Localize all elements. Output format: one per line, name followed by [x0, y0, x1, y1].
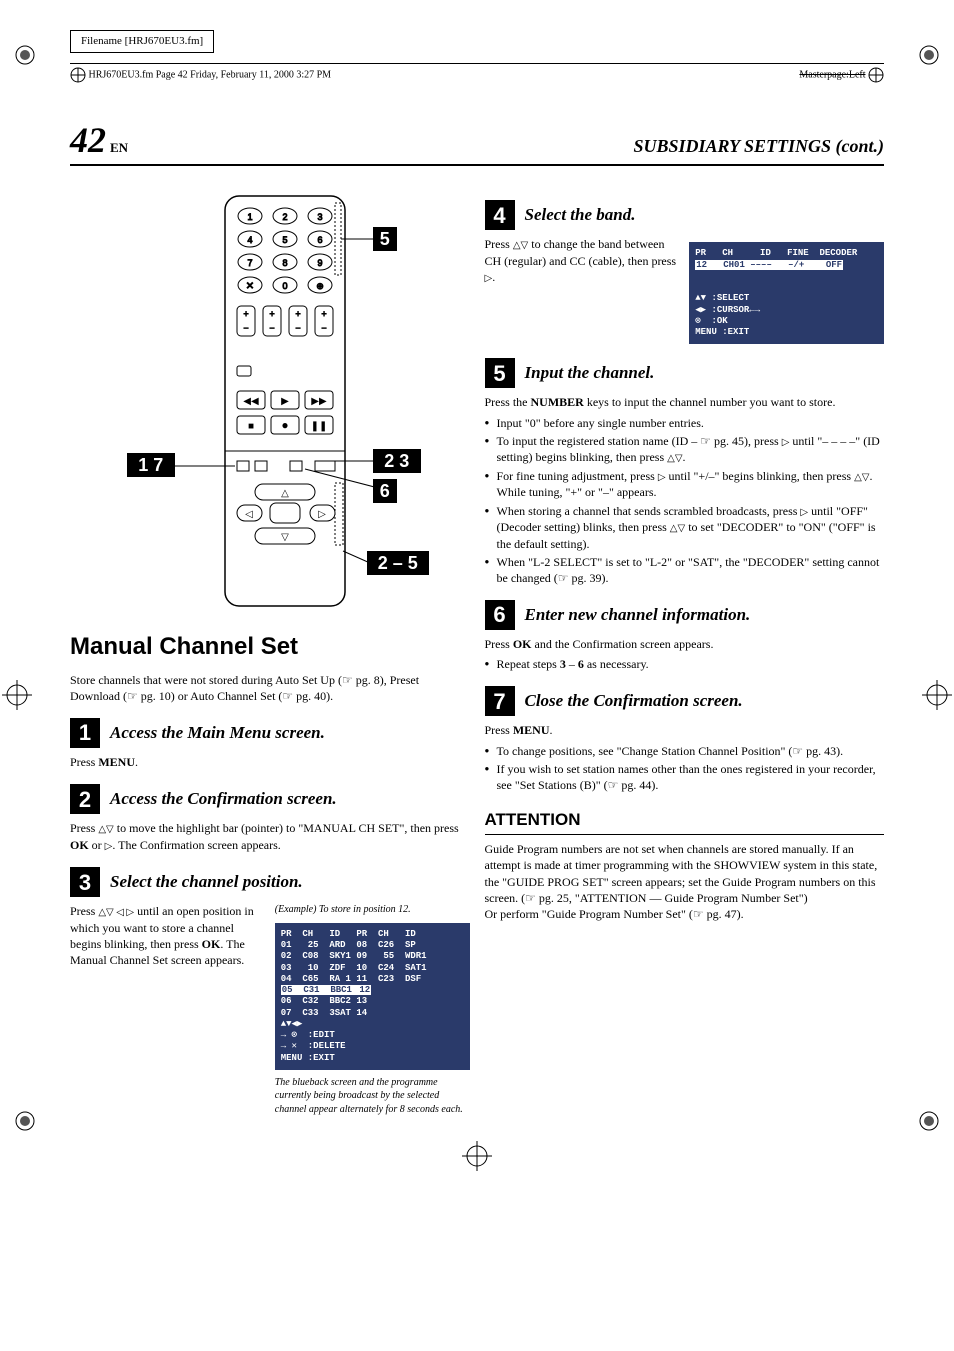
bullet-item: To change positions, see "Change Station…	[485, 743, 885, 759]
svg-text:4: 4	[247, 235, 252, 245]
step-body-7: Press MENU.	[485, 722, 885, 738]
page-number: 42	[70, 120, 106, 160]
svg-text:▽: ▽	[281, 532, 289, 543]
svg-text:❚❚: ❚❚	[310, 421, 327, 432]
step-body-2: Press △▽ to move the highlight bar (poin…	[70, 820, 470, 853]
step3-body-extra: Press △▽ ◁ ▷ until an open position in w…	[70, 903, 265, 1116]
step-row-3: 3 Select the channel position.	[70, 867, 470, 897]
main-heading: Manual Channel Set	[70, 631, 470, 663]
step-title-1: Access the Main Menu screen.	[110, 722, 325, 745]
svg-text:+: +	[269, 309, 274, 319]
svg-text:2: 2	[282, 212, 287, 222]
svg-text:■: ■	[248, 421, 254, 432]
svg-text:−: −	[269, 323, 274, 333]
step-title-6: Enter new channel information.	[525, 604, 751, 627]
step-title-3: Select the channel position.	[110, 871, 303, 894]
step-row-4: 4 Select the band.	[485, 200, 885, 230]
page-lang: EN	[110, 140, 128, 155]
bullet-item: Input "0" before any single number entri…	[485, 415, 885, 431]
bullet-item: If you wish to set station names other t…	[485, 761, 885, 793]
callout-2-3: 2 3	[373, 449, 421, 473]
step-body-4: Press △▽ to change the band between CH (…	[485, 236, 680, 285]
step-bullets-7: To change positions, see "Change Station…	[485, 743, 885, 794]
svg-text:▷: ▷	[318, 509, 326, 520]
svg-text:−: −	[321, 323, 326, 333]
intro-text: Store channels that were not stored duri…	[70, 672, 470, 704]
svg-text:+: +	[321, 309, 326, 319]
bullet-item: Repeat steps 3 – 6 as necessary.	[485, 656, 885, 672]
svg-text:0: 0	[282, 281, 287, 291]
page-number-row: 42 EN SUBSIDIARY SETTINGS (cont.)	[70, 116, 884, 167]
example-caption: (Example) To store in position 12.	[275, 903, 470, 917]
svg-text:3: 3	[317, 212, 322, 222]
remote-control-diagram: 1 2 3 4 5 6 7 8 9 ✕ 0 ⊕	[115, 191, 425, 611]
filename-box: Filename [HRJ670EU3.fm]	[70, 30, 214, 53]
step-number-6: 6	[485, 600, 515, 630]
header-right-text: Masterpage:Left	[799, 69, 865, 80]
step-bullets-5: Input "0" before any single number entri…	[485, 415, 885, 586]
callout-6: 6	[373, 479, 397, 503]
step-row-7: 7 Close the Confirmation screen.	[485, 686, 885, 716]
callout-5: 5	[373, 227, 397, 251]
attention-heading: ATTENTION	[485, 809, 885, 835]
svg-text:▶▶: ▶▶	[311, 396, 327, 407]
osd-channel-table: PR CH ID PR CH ID 01 25 ARD 08 C26 SP 02…	[275, 923, 470, 1070]
svg-text:1: 1	[247, 212, 252, 222]
section-title: SUBSIDIARY SETTINGS (cont.)	[633, 134, 884, 158]
callout-2-5: 2 – 5	[367, 551, 429, 575]
step-title-2: Access the Confirmation screen.	[110, 788, 337, 811]
svg-text:▶: ▶	[281, 396, 289, 407]
bullet-item: For fine tuning adjustment, press ▷ unti…	[485, 468, 885, 501]
osd-band-box: PR CH ID FINE DECODER 12 CH01 –––– –/+ O…	[689, 242, 884, 344]
svg-text:◁: ◁	[245, 509, 253, 520]
step-row-6: 6 Enter new channel information.	[485, 600, 885, 630]
step-body-6: Press OK and the Confirmation screen app…	[485, 636, 885, 652]
step-number-7: 7	[485, 686, 515, 716]
step-number-1: 1	[70, 718, 100, 748]
left-column: 1 2 3 4 5 6 7 8 9 ✕ 0 ⊕	[70, 186, 470, 1116]
svg-text:●: ●	[281, 418, 288, 432]
header-line: HRJ670EU3.fm Page 42 Friday, February 11…	[70, 63, 884, 86]
svg-text:+: +	[243, 309, 248, 319]
step-title-4: Select the band.	[525, 204, 636, 227]
layout-icon-right	[868, 67, 884, 83]
bullet-item: When "L-2 SELECT" is set to "L-2" or "SA…	[485, 554, 885, 586]
svg-text:⊕: ⊕	[316, 281, 324, 291]
svg-text:6: 6	[317, 235, 322, 245]
svg-text:✕: ✕	[246, 281, 254, 292]
svg-text:−: −	[243, 323, 248, 333]
step-row-2: 2 Access the Confirmation screen.	[70, 784, 470, 814]
header-left-text: HRJ670EU3.fm Page 42 Friday, February 11…	[89, 69, 332, 80]
step-number-4: 4	[485, 200, 515, 230]
svg-text:−: −	[295, 323, 300, 333]
step-row-1: 1 Access the Main Menu screen.	[70, 718, 470, 748]
svg-text:△: △	[281, 488, 289, 499]
svg-text:◀◀: ◀◀	[243, 396, 259, 407]
right-column: 4 Select the band. Press △▽ to change the …	[485, 186, 885, 1116]
step-row-5: 5 Input the channel.	[485, 358, 885, 388]
step-title-5: Input the channel.	[525, 362, 655, 385]
svg-text:8: 8	[282, 258, 287, 268]
after-caption: The blueback screen and the programme cu…	[275, 1076, 470, 1117]
step-number-3: 3	[70, 867, 100, 897]
attention-body: Guide Program numbers are not set when c…	[485, 841, 885, 922]
svg-text:7: 7	[247, 258, 252, 268]
svg-text:9: 9	[317, 258, 322, 268]
step-number-5: 5	[485, 358, 515, 388]
step-title-7: Close the Confirmation screen.	[525, 690, 743, 713]
step-body-5: Press the NUMBER keys to input the chann…	[485, 394, 885, 410]
bullet-item: When storing a channel that sends scramb…	[485, 503, 885, 552]
layout-icon	[70, 67, 86, 83]
bullet-item: To input the registered station name (ID…	[485, 433, 885, 466]
callout-1-7: 1 7	[127, 453, 175, 477]
svg-text:+: +	[295, 309, 300, 319]
step-number-2: 2	[70, 784, 100, 814]
svg-text:5: 5	[282, 235, 287, 245]
step-body-1: Press MENU.	[70, 754, 470, 770]
step-bullets-6: Repeat steps 3 – 6 as necessary.	[485, 656, 885, 672]
